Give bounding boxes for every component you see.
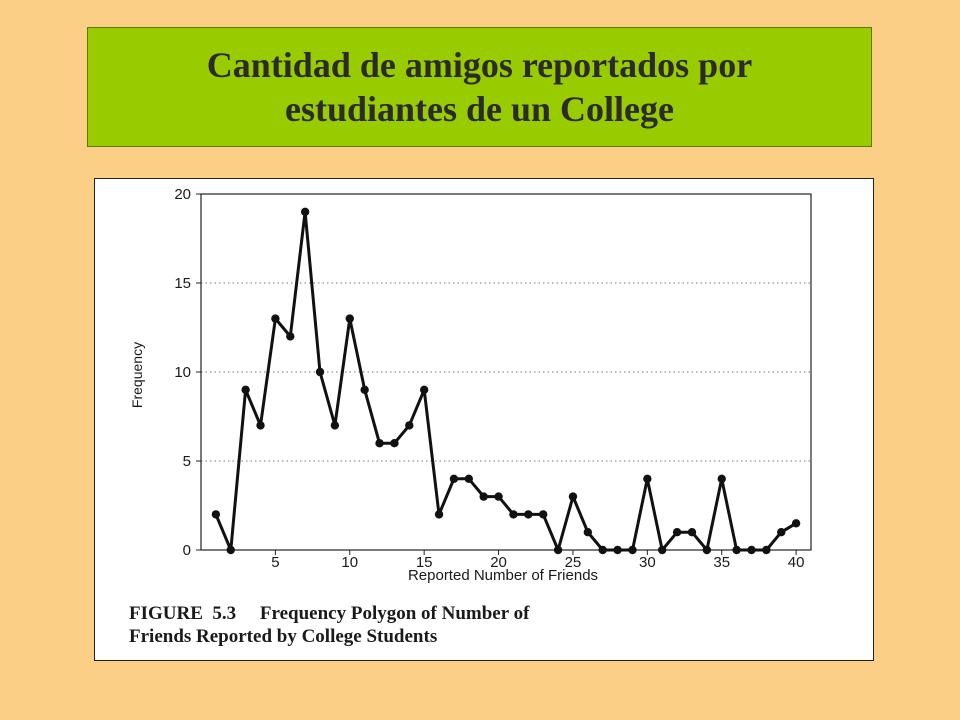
data-point bbox=[732, 545, 741, 555]
data-point bbox=[390, 439, 399, 448]
data-point bbox=[717, 474, 726, 483]
x-axis-label: Reported Number of Friends bbox=[408, 567, 598, 584]
y-tick-label: 10 bbox=[174, 364, 191, 381]
x-tick-label: 15 bbox=[416, 554, 433, 571]
data-point bbox=[211, 510, 221, 519]
y-tick-label: 5 bbox=[183, 453, 191, 470]
data-point bbox=[583, 528, 593, 537]
data-point bbox=[777, 528, 786, 537]
y-tick-label: 0 bbox=[183, 542, 191, 559]
data-point bbox=[613, 545, 622, 555]
data-point bbox=[434, 510, 444, 519]
data-point bbox=[598, 545, 607, 555]
figure-panel: 0 5 10 15 20 5 10 15 20 25 30 35 40 Reported Number … bbox=[94, 178, 874, 661]
frequency-polygon-chart: 0 5 10 15 20 5 10 15 20 25 30 35 40 Reported Number … bbox=[129, 186, 812, 584]
data-point bbox=[464, 474, 474, 483]
data-point bbox=[702, 545, 712, 555]
y-tick-label: 15 bbox=[174, 275, 191, 292]
y-tick-label: 20 bbox=[174, 186, 191, 203]
data-point bbox=[747, 545, 756, 555]
data-point bbox=[300, 207, 310, 216]
data-point bbox=[672, 528, 682, 537]
x-tick-label: 40 bbox=[788, 554, 805, 571]
x-tick-label: 35 bbox=[713, 554, 730, 571]
figure-caption-line-2: Friends Reported by College Students bbox=[129, 626, 438, 647]
y-axis-label: Frequency bbox=[129, 342, 145, 408]
data-point bbox=[524, 510, 533, 519]
data-point bbox=[479, 492, 488, 501]
data-point bbox=[791, 519, 801, 528]
slide-title-box: Cantidad de amigos reportados por estudi… bbox=[87, 27, 872, 147]
data-point bbox=[762, 545, 771, 555]
data-point bbox=[360, 385, 369, 394]
data-point bbox=[345, 314, 354, 323]
x-tick-label: 20 bbox=[490, 554, 507, 571]
data-point bbox=[568, 492, 578, 501]
figure-caption-line-1: FIGURE 5.3 Frequency Polygon of Number o… bbox=[129, 603, 530, 624]
data-point bbox=[226, 545, 235, 555]
data-point bbox=[375, 439, 384, 448]
data-point bbox=[643, 474, 652, 483]
x-tick-label: 5 bbox=[271, 554, 279, 571]
data-point bbox=[419, 385, 429, 394]
data-point bbox=[449, 474, 459, 483]
data-point bbox=[330, 421, 340, 430]
data-point bbox=[687, 528, 697, 537]
data-point bbox=[315, 367, 325, 377]
data-point bbox=[494, 492, 503, 501]
data-point bbox=[256, 421, 265, 430]
data-point bbox=[286, 332, 295, 341]
slide-title-line-2: estudiantes de un College bbox=[284, 89, 675, 129]
data-point bbox=[241, 385, 250, 394]
data-point bbox=[553, 545, 563, 555]
series-points bbox=[211, 207, 801, 555]
data-point bbox=[405, 421, 414, 430]
tick-labels: 0 5 10 15 20 5 10 15 20 25 30 35 40 bbox=[174, 186, 804, 571]
figure-caption: FIGURE 5.3 Frequency Polygon of Number o… bbox=[129, 602, 529, 648]
series-line bbox=[214, 210, 797, 552]
x-tick-label: 25 bbox=[565, 554, 582, 571]
x-tick-label: 10 bbox=[341, 554, 358, 571]
data-point bbox=[628, 545, 637, 555]
data-point bbox=[658, 545, 667, 555]
slide-title-line-1: Cantidad de amigos reportados por bbox=[206, 45, 753, 85]
data-point bbox=[271, 314, 280, 323]
data-point bbox=[509, 510, 518, 519]
x-tick-label: 30 bbox=[639, 554, 656, 571]
data-point bbox=[538, 510, 548, 519]
